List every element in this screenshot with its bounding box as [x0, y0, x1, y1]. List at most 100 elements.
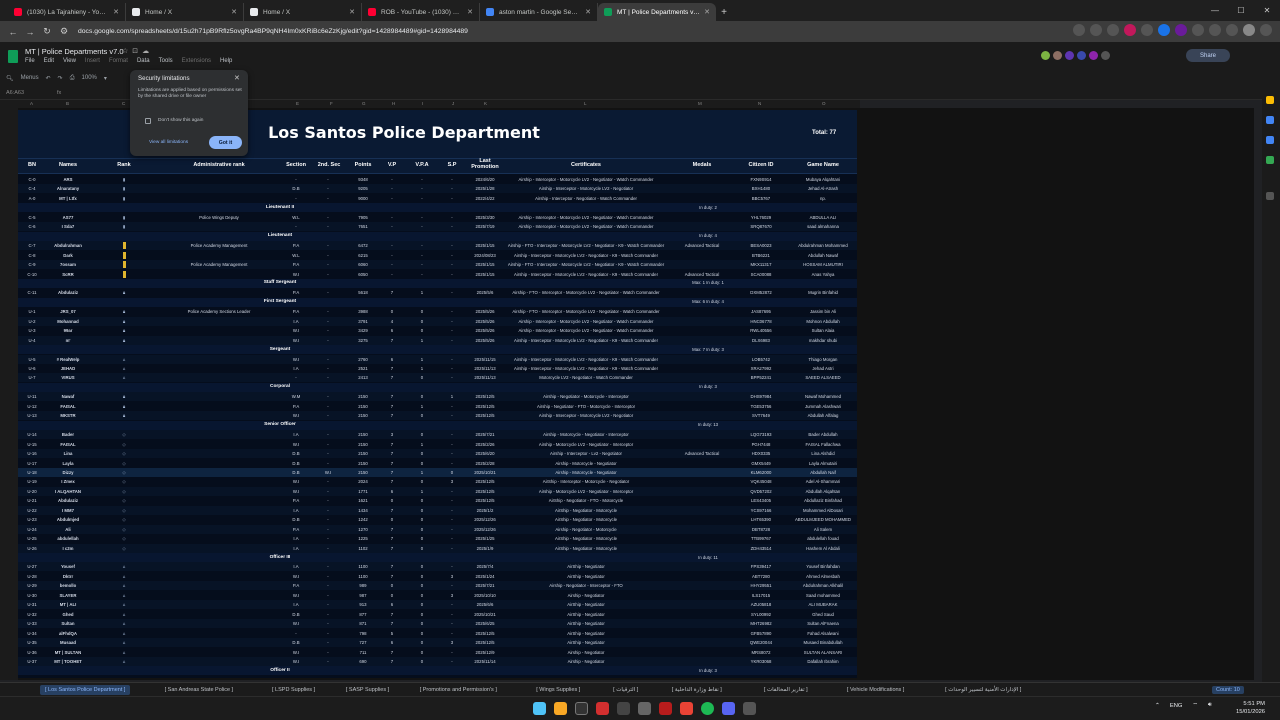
wifi-icon[interactable]: ⌔ — [1192, 703, 1198, 709]
table-row[interactable]: U-29 bemollo P.A - 989 0 0 - 2025/7/21 Airship - … — [18, 581, 857, 591]
new-tab-button[interactable]: + — [721, 6, 727, 18]
table-row[interactable]: U-18 Dizzy D.B W.I 2150 7 1 0 2025/10/21 Airship … — [18, 467, 857, 477]
column-header[interactable]: O — [822, 101, 826, 106]
app-icon[interactable] — [596, 702, 609, 715]
sheet-tab[interactable]: [ San Andreas State Police ] — [164, 687, 234, 693]
menu-item-view[interactable]: View — [63, 58, 76, 64]
search-icon[interactable]: 🔍︎ — [6, 75, 14, 82]
extension-icon[interactable] — [1175, 24, 1187, 36]
column-header[interactable]: L — [584, 101, 587, 106]
sidepanel-icon[interactable] — [1226, 24, 1238, 36]
table-row[interactable]: C-6 I Sda7 - - 7651 - - - 2025/7/19 Airship - Int… — [18, 222, 857, 232]
column-header[interactable]: G — [362, 101, 366, 106]
spotify-icon[interactable] — [701, 702, 714, 715]
url-field[interactable]: docs.google.com/spreadsheets/d/15u2h71pB… — [78, 28, 468, 35]
downloads-icon[interactable] — [1192, 24, 1204, 36]
sheet-tab[interactable]: [ Los Santos Police Department ] — [40, 685, 131, 695]
menu-item-tools[interactable]: Tools — [158, 58, 173, 64]
col-names[interactable]: Names — [58, 162, 78, 168]
app-icon[interactable] — [638, 702, 651, 715]
table-row[interactable]: U-17 Layla D.B - 2150 7 0 - 2025/2/28 Airship - M… — [18, 459, 857, 468]
table-row[interactable]: U-14 Bader I.A - 2150 3 0 - 2025/7/21 Airship - M… — [18, 430, 857, 440]
sheet-tab[interactable]: [ SASP Supplies ] — [345, 687, 390, 693]
bookmark-star-icon[interactable] — [1107, 24, 1119, 36]
table-row[interactable]: C-9 7ossam Police Academy Management P.A - 60… — [18, 260, 857, 270]
table-row[interactable]: U-20 I ALQAHTAN W.I - 1771 6 1 - 2025/12/5 Airshi… — [18, 486, 857, 496]
table-row[interactable]: C-8 Dark W.L - 6215 - - - 2024/08/23 Airship - In… — [18, 251, 857, 260]
clock[interactable]: 5:51 PM 15/01/2026 — [1236, 701, 1265, 716]
menu-item-insert[interactable]: Insert — [84, 58, 100, 64]
col-admin-rank[interactable]: Administrative rank — [193, 162, 245, 168]
column-header[interactable]: C — [122, 101, 126, 106]
column-header[interactable]: J — [452, 101, 455, 106]
browser-tab[interactable]: MT | Police Departments v7.0 ✕ — [598, 3, 716, 21]
col-last-promotion[interactable]: Last Promotion — [471, 158, 499, 170]
menu-item-help[interactable]: Help — [220, 58, 233, 64]
col-sp[interactable]: S.P — [447, 162, 457, 168]
col-vpa[interactable]: V.P.A — [415, 162, 429, 168]
column-header[interactable]: H — [392, 101, 396, 106]
keep-icon[interactable] — [1266, 116, 1274, 124]
table-row[interactable]: U-21 Abdulaziz P.A - 1621 0 0 - 2025/12/5 AirShip… — [18, 496, 857, 505]
got-it-button[interactable]: Got it — [209, 136, 242, 149]
table-row[interactable]: U-16 Lina D.B - 2150 7 0 - 2025/6/20 Airship - In… — [18, 449, 857, 459]
column-header[interactable]: N — [758, 101, 762, 106]
undo-icon[interactable]: ↶ — [45, 75, 51, 82]
collaborator-avatar[interactable] — [1089, 51, 1098, 60]
share-button[interactable]: Share — [1186, 49, 1230, 62]
table-row[interactable]: U-5 # RealWelp W.I - 2760 6 1 - 2025/11/15 Airshi… — [18, 354, 857, 364]
table-row[interactable]: U-12 FAISAL P.A - 2150 7 1 - 2025/12/5 Airship - … — [18, 402, 857, 411]
table-row[interactable]: A-0 MT | Ltfx - - 9000 - - - 2022/4/22 Airship - … — [18, 194, 857, 203]
zoom-select[interactable]: 100% — [81, 75, 97, 81]
site-info-icon[interactable]: ⚙ — [59, 26, 69, 36]
print-icon[interactable]: ⎙ — [69, 74, 75, 81]
sheet-tab[interactable]: [ LSPD Supplies ] — [272, 687, 316, 693]
star-icon[interactable]: ☆ — [122, 48, 133, 55]
column-header[interactable]: I — [422, 101, 424, 106]
col-citizen-id[interactable]: Citizen ID — [748, 162, 774, 168]
table-row[interactable]: U-4 m' W.I - 3275 7 1 - 2025/5/26 Airship - Inter… — [18, 335, 857, 345]
table-row[interactable]: U-27 Yousef I.A - 1100 7 0 - 2025/7/4 AirShip - N… — [18, 562, 857, 572]
sheet-tab[interactable]: [ تقارير المخالفات ] — [763, 687, 808, 693]
view-limitations-link[interactable]: View all limitations — [149, 140, 189, 145]
cloud-icon[interactable]: ☁ — [142, 48, 154, 55]
start-icon[interactable] — [533, 702, 546, 715]
table-row[interactable]: U-24 Ali P.A - 1270 7 0 - 2025/12/26 Airship - Ne… — [18, 524, 857, 534]
column-header[interactable]: F — [330, 101, 333, 106]
table-row[interactable]: U-11 Nawaf W.M - 2150 7 0 1 2025/12/5 Airship - N… — [18, 392, 857, 402]
table-row[interactable]: C-11 Abdulaziz P.A - 5618 7 1 - 2025/5/6 Airship … — [18, 288, 857, 297]
name-box[interactable]: A6:A63 — [6, 90, 25, 96]
collaborator-avatar[interactable] — [1077, 51, 1086, 60]
move-icon[interactable]: ⊡ — [132, 48, 143, 55]
share-page-icon[interactable] — [1090, 24, 1102, 36]
browser-tab[interactable]: ROB - YouTube - روب (1030) ✕ — [362, 3, 480, 21]
close-tab-icon[interactable]: ✕ — [231, 9, 237, 16]
document-title[interactable]: MT | Police Departments v7.0 — [25, 47, 124, 56]
column-header[interactable]: B — [66, 101, 70, 106]
sheet-tab[interactable]: [ الترقيات ] — [613, 687, 639, 693]
extension-icon[interactable] — [1141, 24, 1153, 36]
table-row[interactable]: U-2 Mohannad I.A - 3791 4 0 - 2025/5/26 Airship -… — [18, 316, 857, 326]
app-icon[interactable] — [743, 702, 756, 715]
menu-item-edit[interactable]: Edit — [43, 58, 55, 64]
table-row[interactable]: U-6 JEHAD I.A - 2521 7 1 - 2025/11/13 Airship - I… — [18, 364, 857, 373]
chrome-icon[interactable] — [680, 702, 693, 715]
table-row[interactable]: U-35 Musaad D.B - 727 6 0 3 2025/12/5 AirShip - N… — [18, 638, 857, 648]
table-row[interactable]: U-22 I MM7 I.A - 1434 7 0 - 2025/1/2 AirShip - Ne… — [18, 505, 857, 515]
table-row[interactable]: U-26 I c2m I.A - 1102 7 0 - 2025/1/9 AirShip - Ne… — [18, 543, 857, 553]
collaborator-avatar[interactable] — [1041, 51, 1050, 60]
close-tab-icon[interactable]: ✕ — [585, 9, 591, 16]
table-row[interactable]: U-13 MKSTR W.I - 2150 7 0 - 2025/12/5 Airship - I… — [18, 411, 857, 421]
close-tab-icon[interactable]: ✕ — [467, 9, 473, 16]
chevron-down-icon[interactable]: ▾ — [103, 75, 107, 82]
maps-icon[interactable] — [1266, 156, 1274, 164]
menus-button[interactable]: Menus — [20, 75, 39, 81]
extension-icon[interactable] — [1124, 24, 1136, 36]
sheet-tab[interactable]: [ Vehicle Modifications ] — [846, 687, 905, 693]
table-row[interactable]: C-0 ARS - - 9348 - - - 2024/6/20 Airship - Interc… — [18, 175, 857, 184]
collaborator-avatar[interactable] — [1101, 51, 1110, 60]
extension-icon[interactable] — [1158, 24, 1170, 36]
close-tab-icon[interactable]: ✕ — [113, 9, 119, 16]
column-header[interactable]: M — [698, 101, 702, 106]
close-tab-icon[interactable]: ✕ — [349, 9, 355, 16]
